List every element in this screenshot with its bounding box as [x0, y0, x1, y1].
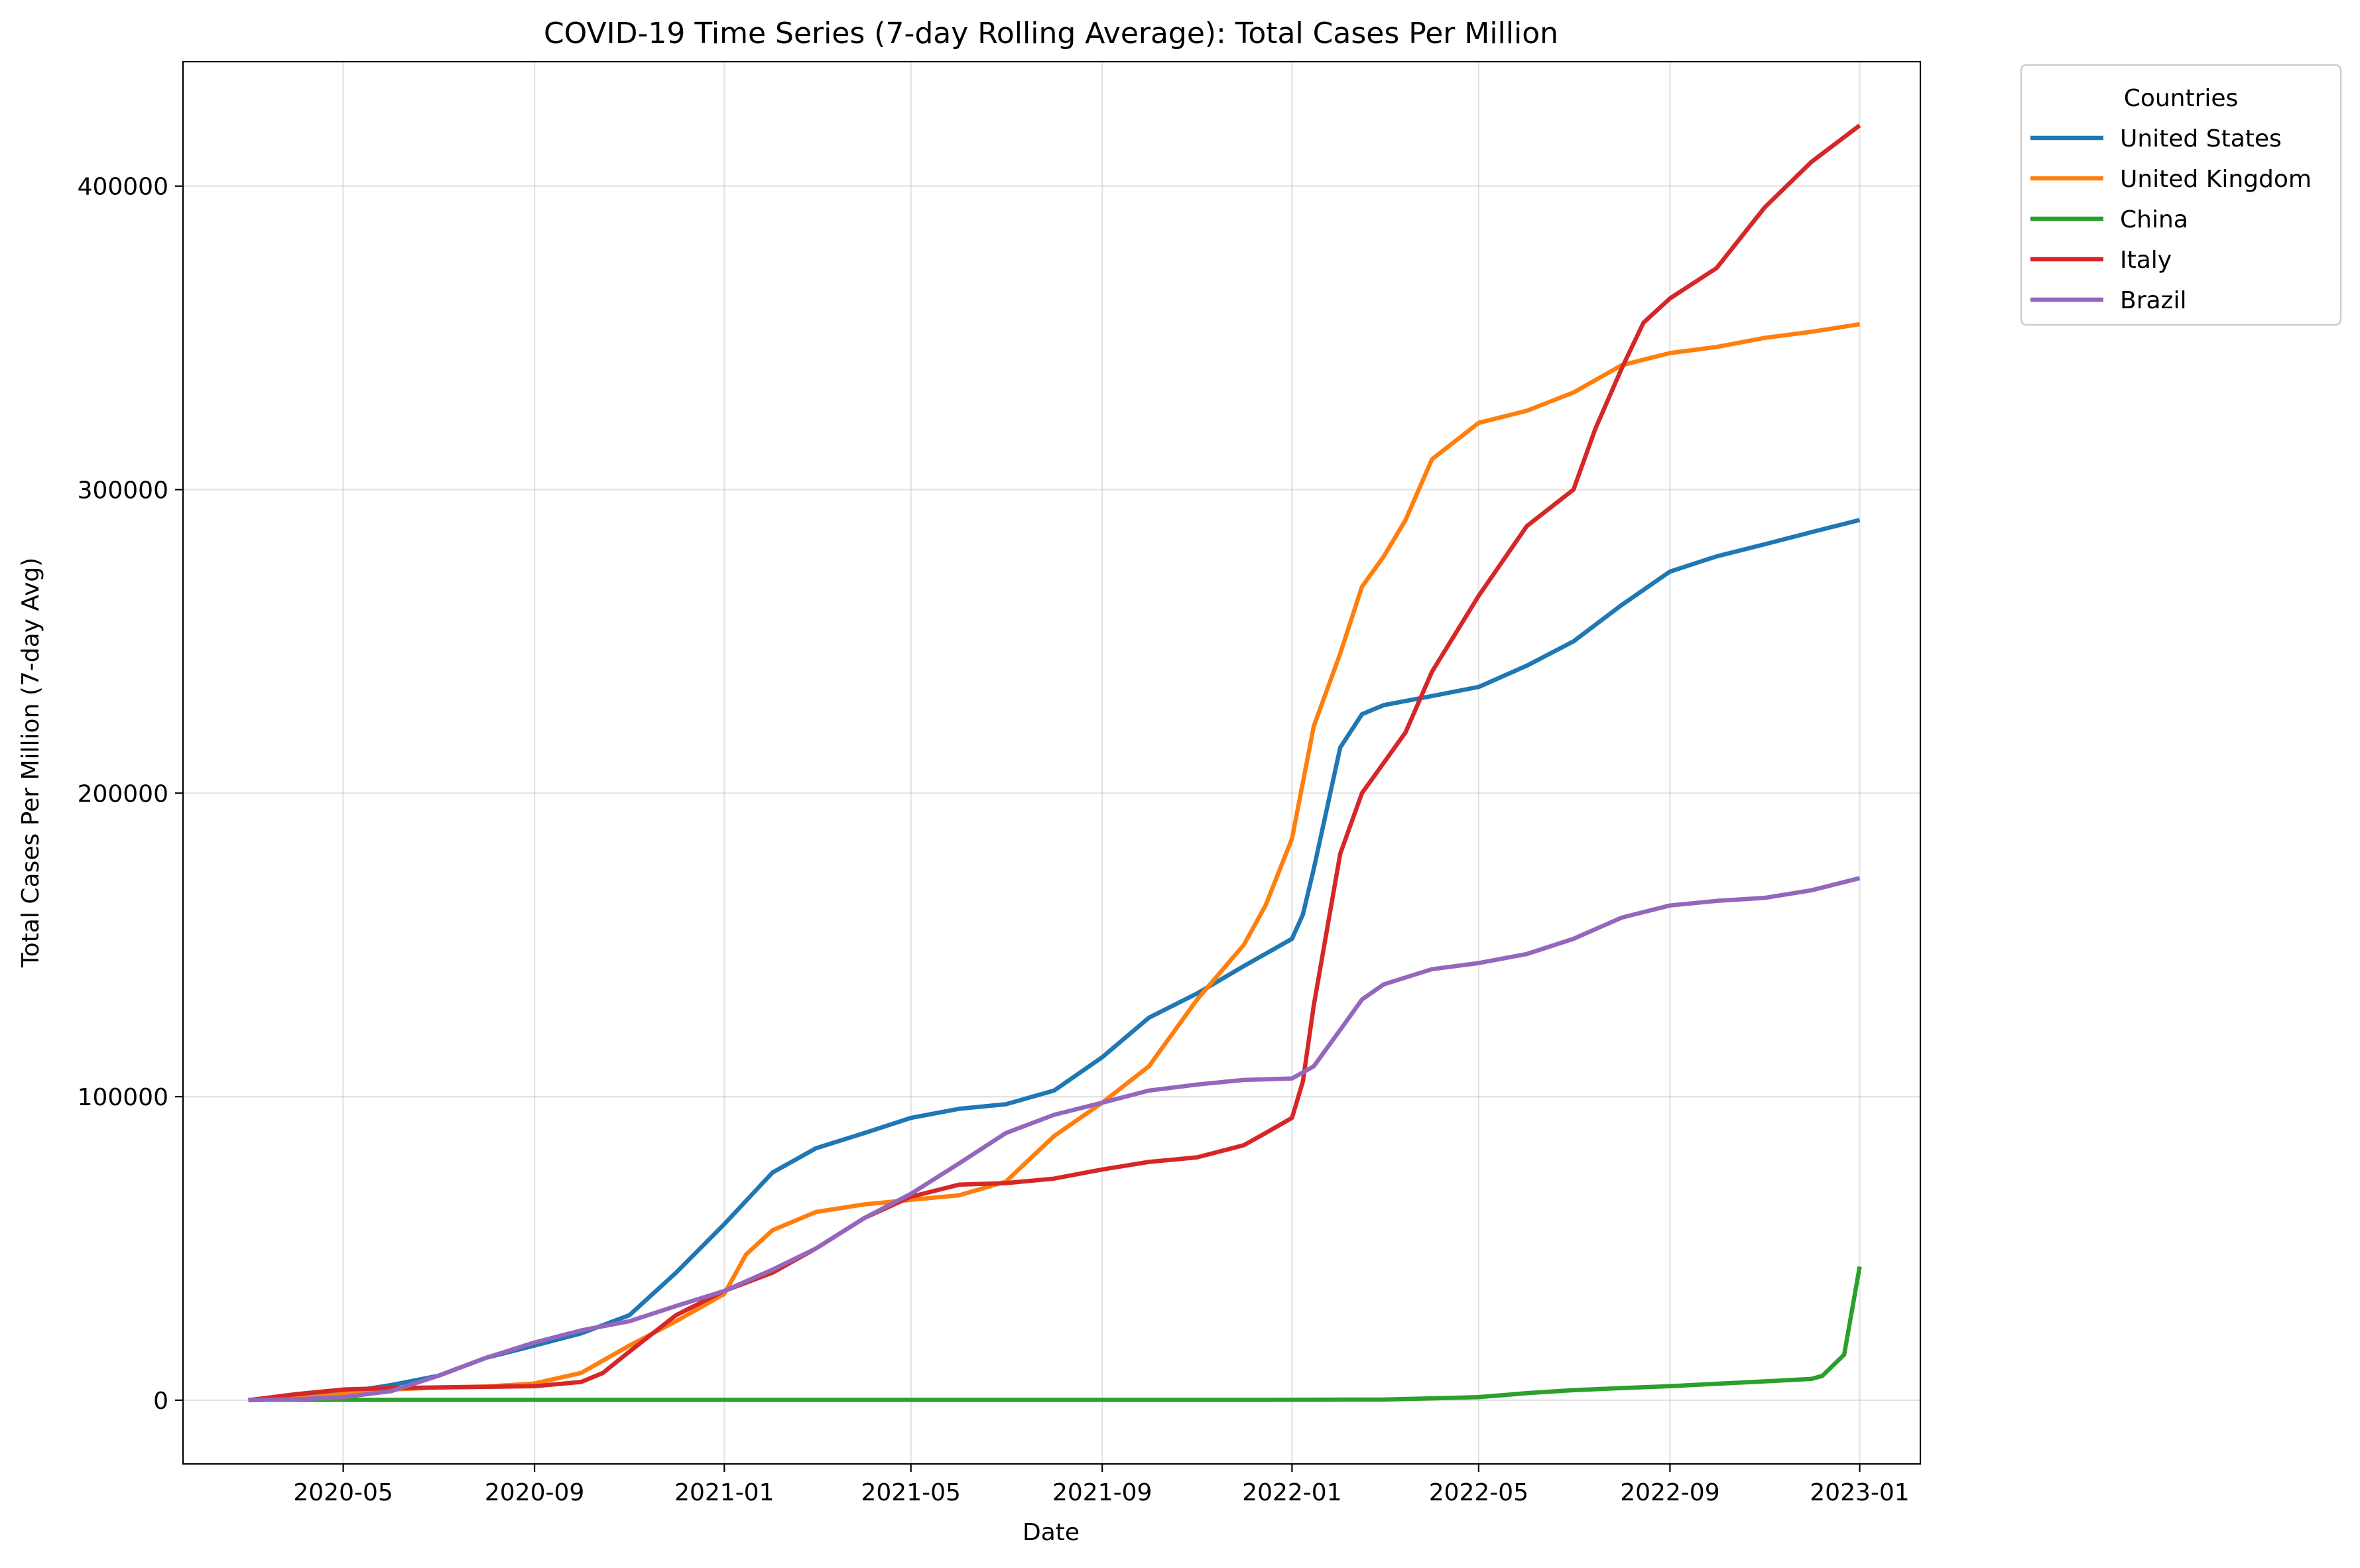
- x-tick-label: 2022-01: [1242, 1479, 1341, 1506]
- y-tick-label: 100000: [78, 1084, 168, 1111]
- legend-label-italy: Italy: [2120, 247, 2172, 274]
- x-tick-label: 2020-09: [485, 1479, 584, 1506]
- legend-title: Countries: [2124, 85, 2239, 112]
- y-tick-label: 400000: [78, 174, 168, 201]
- x-tick-label: 2021-01: [674, 1479, 774, 1506]
- series-line-united-kingdom: [248, 322, 1861, 1403]
- x-tick-label: 2021-05: [861, 1479, 960, 1506]
- grid: [183, 62, 1920, 1464]
- series-line-italy: [248, 123, 1861, 1403]
- series-line-united-states: [248, 518, 1861, 1403]
- series-line-china: [248, 1266, 1862, 1402]
- legend-label-brazil: Brazil: [2120, 287, 2186, 314]
- legend-label-united-kingdom: United Kingdom: [2120, 166, 2312, 193]
- y-tick-label: 300000: [78, 477, 168, 505]
- x-tick-label: 2022-09: [1620, 1479, 1719, 1506]
- y-axis-label: Total Cases Per Million (7-day Avg): [17, 558, 44, 968]
- series-line-brazil: [248, 876, 1861, 1403]
- x-axis-label: Date: [1023, 1519, 1080, 1546]
- x-tick-label: 2020-05: [293, 1479, 393, 1506]
- legend: Countries United States United Kingdom Chi…: [2020, 64, 2342, 326]
- y-tick-label: 0: [153, 1388, 168, 1415]
- x-axis: 2020-05 2020-09 2021-01 2021-05 2021-09 2022-…: [293, 1464, 1910, 1506]
- chart-title: COVID-19 Time Series (7-day Rolling Aver…: [544, 17, 1558, 50]
- legend-label-china: China: [2120, 206, 2188, 233]
- plot-frame: [182, 60, 1922, 1465]
- series-group: [248, 123, 1862, 1403]
- x-tick-label: 2023-01: [1810, 1479, 1909, 1506]
- y-tick-label: 200000: [78, 780, 168, 808]
- y-axis: 0 100000 200000 300000 400000: [78, 174, 183, 1415]
- legend-items: United States United Kingdom China Italy Bra…: [2030, 125, 2312, 314]
- x-tick-label: 2022-05: [1429, 1479, 1528, 1506]
- legend-label-united-states: United States: [2120, 125, 2282, 152]
- x-tick-label: 2021-09: [1052, 1479, 1152, 1506]
